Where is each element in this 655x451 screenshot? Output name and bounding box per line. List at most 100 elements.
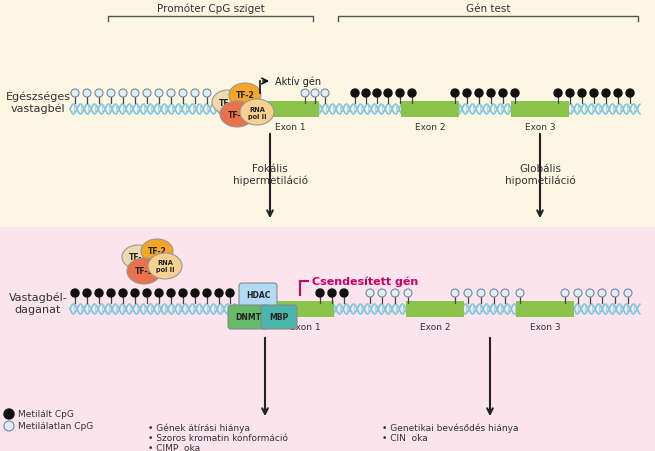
Text: Globális
hipometiláció: Globális hipometiláció [504, 164, 575, 186]
Circle shape [362, 90, 370, 98]
Circle shape [624, 290, 632, 297]
Text: • Genetikai bevésődés hiánya: • Genetikai bevésődés hiánya [382, 423, 519, 433]
Text: HDAC: HDAC [246, 291, 270, 300]
Text: Vastagbél-
daganat: Vastagbél- daganat [9, 292, 67, 314]
Circle shape [167, 290, 175, 297]
Circle shape [586, 290, 594, 297]
Circle shape [155, 290, 163, 297]
Bar [276, 301, 334, 318]
Text: • CIMP  oka: • CIMP oka [148, 443, 200, 451]
Circle shape [226, 290, 234, 297]
Text: Aktív gén: Aktív gén [275, 77, 321, 87]
Bar [0, 227, 655, 451]
Circle shape [511, 90, 519, 98]
Text: MBP: MBP [269, 313, 289, 322]
Text: Fokális
hipermetiláció: Fokális hipermetiláció [233, 164, 307, 186]
Circle shape [626, 90, 634, 98]
Text: • Gének átírási hiánya: • Gének átírási hiánya [148, 423, 250, 433]
Circle shape [554, 90, 562, 98]
Circle shape [340, 290, 348, 297]
Text: TF-2: TF-2 [147, 247, 166, 256]
Text: DNMT: DNMT [235, 313, 261, 322]
Circle shape [311, 90, 319, 98]
Circle shape [574, 290, 582, 297]
Circle shape [614, 90, 622, 98]
Circle shape [203, 290, 211, 297]
Circle shape [321, 90, 329, 98]
Circle shape [590, 90, 598, 98]
Circle shape [477, 290, 485, 297]
Circle shape [107, 90, 115, 98]
Circle shape [83, 290, 91, 297]
Circle shape [516, 290, 524, 297]
Circle shape [4, 421, 14, 431]
Circle shape [131, 290, 139, 297]
Circle shape [316, 290, 324, 297]
Text: Metilált CpG: Metilált CpG [18, 410, 74, 419]
Bar [0, 0, 655, 227]
Text: Egészséges
vastagbél: Egészséges vastagbél [5, 92, 71, 114]
Text: Exon 3: Exon 3 [525, 123, 555, 132]
FancyBboxPatch shape [228, 305, 268, 329]
Circle shape [95, 290, 103, 297]
Circle shape [561, 290, 569, 297]
Circle shape [95, 90, 103, 98]
Circle shape [119, 90, 127, 98]
Circle shape [191, 90, 199, 98]
Circle shape [499, 90, 507, 98]
Circle shape [4, 409, 14, 419]
Circle shape [611, 290, 619, 297]
Text: • CIN  oka: • CIN oka [382, 433, 428, 442]
Circle shape [366, 290, 374, 297]
Circle shape [215, 290, 223, 297]
Text: Csendesített gén: Csendesített gén [312, 276, 419, 287]
Text: Exon 3: Exon 3 [530, 322, 560, 331]
Circle shape [396, 90, 404, 98]
Circle shape [451, 290, 459, 297]
Bar [406, 301, 464, 318]
Text: Exon 2: Exon 2 [420, 322, 450, 331]
Circle shape [578, 90, 586, 98]
Circle shape [391, 290, 399, 297]
Ellipse shape [122, 245, 154, 269]
Text: TF-1: TF-1 [135, 267, 153, 276]
Text: TF-3: TF-3 [219, 98, 237, 107]
Text: • Szoros kromatin konformáció: • Szoros kromatin konformáció [148, 433, 288, 442]
Text: TF-2: TF-2 [236, 91, 254, 100]
Circle shape [107, 290, 115, 297]
Circle shape [131, 90, 139, 98]
Circle shape [351, 90, 359, 98]
Ellipse shape [229, 84, 261, 108]
Circle shape [301, 90, 309, 98]
Circle shape [501, 290, 509, 297]
Text: RNA
pol II: RNA pol II [248, 106, 267, 119]
Circle shape [179, 290, 187, 297]
Text: RNA
pol II: RNA pol II [156, 260, 174, 273]
Text: Exon 1: Exon 1 [290, 322, 320, 331]
Circle shape [602, 90, 610, 98]
Circle shape [179, 90, 187, 98]
Bar [401, 102, 459, 118]
Circle shape [475, 90, 483, 98]
Ellipse shape [141, 239, 173, 263]
Circle shape [378, 290, 386, 297]
Ellipse shape [212, 91, 244, 115]
Text: Gén test: Gén test [466, 4, 510, 14]
Text: TF-1: TF-1 [228, 110, 246, 119]
Ellipse shape [148, 253, 182, 279]
Ellipse shape [220, 102, 254, 128]
Text: Promóter CpG sziget: Promóter CpG sziget [157, 4, 265, 14]
Circle shape [143, 290, 151, 297]
Circle shape [490, 290, 498, 297]
Circle shape [464, 290, 472, 297]
Circle shape [487, 90, 495, 98]
Circle shape [404, 290, 412, 297]
Circle shape [143, 90, 151, 98]
Text: Metilálatlan CpG: Metilálatlan CpG [18, 422, 93, 431]
Circle shape [155, 90, 163, 98]
Circle shape [83, 90, 91, 98]
Circle shape [203, 90, 211, 98]
Circle shape [373, 90, 381, 98]
Ellipse shape [240, 100, 274, 126]
Circle shape [408, 90, 416, 98]
